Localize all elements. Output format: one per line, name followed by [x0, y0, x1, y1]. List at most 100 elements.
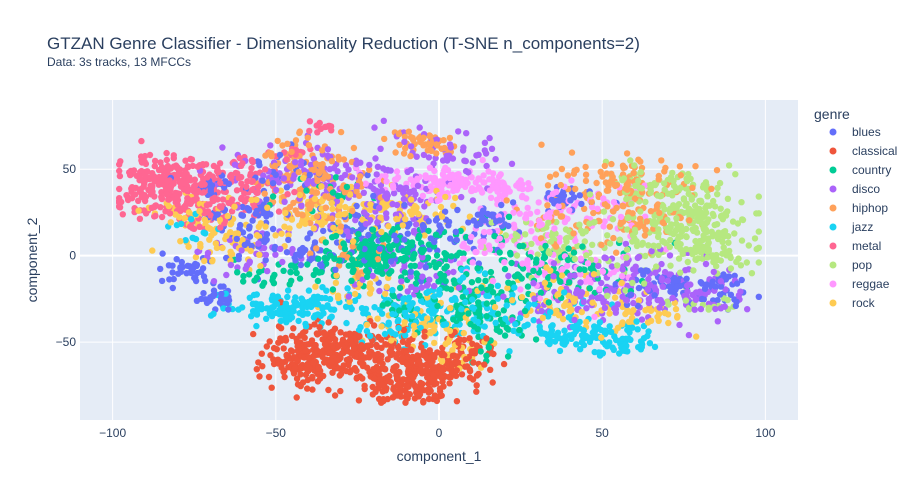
point-hiphop [337, 223, 345, 230]
point-reggae [642, 213, 649, 220]
point-hiphop [658, 157, 665, 164]
point-reggae [588, 203, 596, 211]
legend-label: hiphop [852, 201, 888, 215]
point-pop [714, 184, 721, 192]
legend-item-rock[interactable]: rock [829, 296, 876, 310]
legend-item-blues[interactable]: blues [829, 125, 881, 139]
point-country [570, 249, 578, 256]
point-country [475, 277, 482, 284]
point-classical [415, 391, 422, 398]
point-classical [387, 379, 394, 386]
point-blues [235, 255, 242, 263]
point-country [407, 262, 415, 270]
point-pop [622, 287, 629, 294]
point-blues [548, 196, 555, 203]
point-country [246, 271, 253, 278]
legend-item-disco[interactable]: disco [829, 182, 881, 196]
point-blues [233, 235, 240, 243]
point-reggae [472, 179, 479, 186]
point-rock [272, 232, 279, 239]
point-disco [277, 245, 284, 253]
point-hiphop [405, 128, 412, 135]
point-hiphop [656, 209, 663, 217]
point-country [280, 267, 287, 274]
point-reggae [516, 210, 523, 217]
point-blues [308, 255, 315, 262]
point-hiphop [409, 134, 416, 142]
point-country [483, 286, 491, 294]
legend[interactable]: genre bluesclassicalcountrydiscohiphopja… [814, 106, 897, 310]
point-hiphop [689, 184, 696, 191]
point-jazz [606, 339, 613, 346]
legend-marker [829, 261, 837, 269]
legend-item-pop[interactable]: pop [829, 258, 873, 272]
point-classical [377, 376, 384, 383]
point-rock [192, 253, 200, 261]
point-pop [502, 232, 509, 239]
point-disco [219, 144, 226, 151]
point-rock [264, 204, 271, 211]
point-blues [651, 292, 658, 299]
point-pop [645, 242, 652, 249]
point-hiphop [608, 170, 615, 177]
point-blues [159, 250, 166, 257]
point-pop [695, 213, 702, 220]
point-hiphop [396, 141, 403, 148]
point-metal [173, 164, 181, 172]
legend-item-jazz[interactable]: jazz [829, 220, 874, 234]
point-rock [296, 191, 304, 199]
point-disco [373, 171, 380, 178]
point-classical [266, 338, 273, 345]
point-hiphop [402, 145, 409, 152]
point-reggae [455, 174, 463, 182]
point-hiphop [268, 153, 275, 160]
point-country [408, 239, 416, 246]
point-pop [720, 233, 728, 240]
point-classical [285, 364, 292, 371]
legend-item-classical[interactable]: classical [829, 144, 898, 158]
point-pop [683, 200, 690, 207]
legend-item-metal[interactable]: metal [829, 239, 882, 253]
legend-item-hiphop[interactable]: hiphop [829, 201, 889, 215]
point-disco [238, 247, 245, 254]
point-rock [539, 314, 546, 322]
point-pop [667, 262, 674, 269]
point-metal [306, 118, 314, 125]
point-disco [419, 254, 426, 261]
point-rock [383, 283, 390, 291]
point-blues [348, 227, 356, 235]
point-country [315, 269, 323, 276]
point-classical [462, 363, 469, 370]
point-hiphop [286, 203, 294, 211]
legend-item-reggae[interactable]: reggae [829, 277, 890, 291]
point-jazz [509, 291, 516, 298]
point-metal [284, 191, 291, 198]
x-tick-label: 100 [755, 426, 775, 440]
point-hiphop [312, 189, 319, 197]
point-reggae [434, 197, 442, 205]
point-rock [216, 216, 224, 223]
point-disco [402, 184, 410, 192]
point-country [537, 289, 545, 296]
point-pop [659, 238, 666, 245]
point-reggae [568, 177, 575, 184]
point-rock [185, 209, 193, 216]
point-hiphop [606, 223, 613, 230]
point-reggae [556, 234, 563, 242]
point-disco [656, 304, 663, 311]
point-disco [353, 182, 361, 190]
point-pop [642, 198, 649, 206]
point-disco [430, 160, 437, 167]
point-classical [399, 338, 407, 345]
point-jazz [299, 311, 306, 318]
point-rock [566, 302, 573, 309]
point-hiphop [319, 161, 326, 168]
legend-marker [829, 280, 837, 288]
point-rock [671, 299, 678, 307]
point-disco [367, 216, 374, 224]
point-country [519, 265, 527, 272]
point-pop [665, 301, 672, 308]
legend-item-country[interactable]: country [829, 163, 892, 177]
point-hiphop [630, 169, 637, 177]
